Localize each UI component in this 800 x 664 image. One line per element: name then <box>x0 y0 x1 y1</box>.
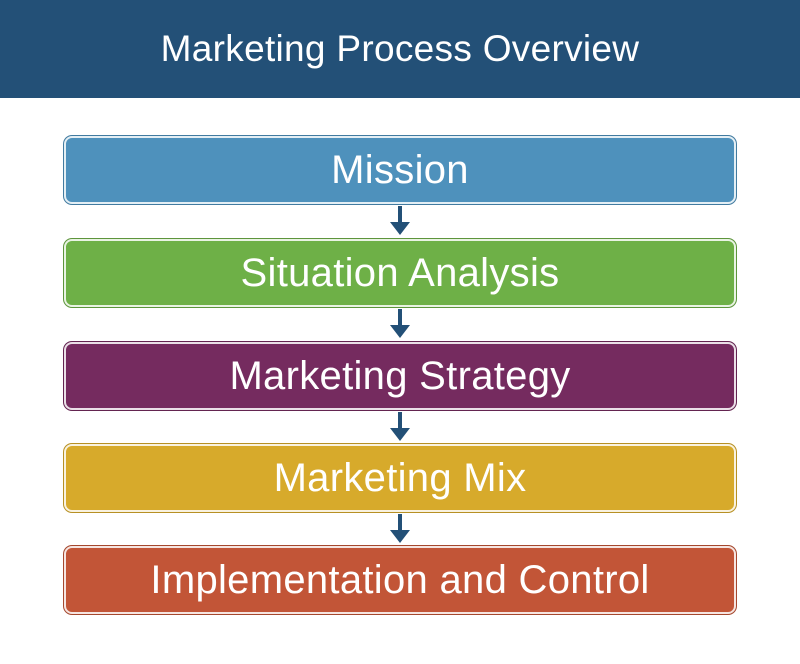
down-arrow-icon <box>389 514 411 544</box>
diagram-title: Marketing Process Overview <box>160 28 640 69</box>
down-arrow-icon <box>389 309 411 339</box>
step-mission: Mission <box>63 135 737 205</box>
step-implementation-and-control: Implementation and Control <box>63 545 737 615</box>
diagram-header: Marketing Process Overview <box>0 0 800 98</box>
step-situation-analysis: Situation Analysis <box>63 238 737 308</box>
step-label: Mission <box>331 147 469 192</box>
down-arrow-icon <box>389 206 411 236</box>
step-label: Marketing Mix <box>273 455 527 500</box>
step-label: Marketing Strategy <box>229 353 571 398</box>
step-marketing-mix: Marketing Mix <box>63 443 737 513</box>
down-arrow-icon <box>389 412 411 442</box>
step-marketing-strategy: Marketing Strategy <box>63 341 737 411</box>
step-label: Implementation and Control <box>150 557 650 602</box>
step-label: Situation Analysis <box>240 250 560 295</box>
